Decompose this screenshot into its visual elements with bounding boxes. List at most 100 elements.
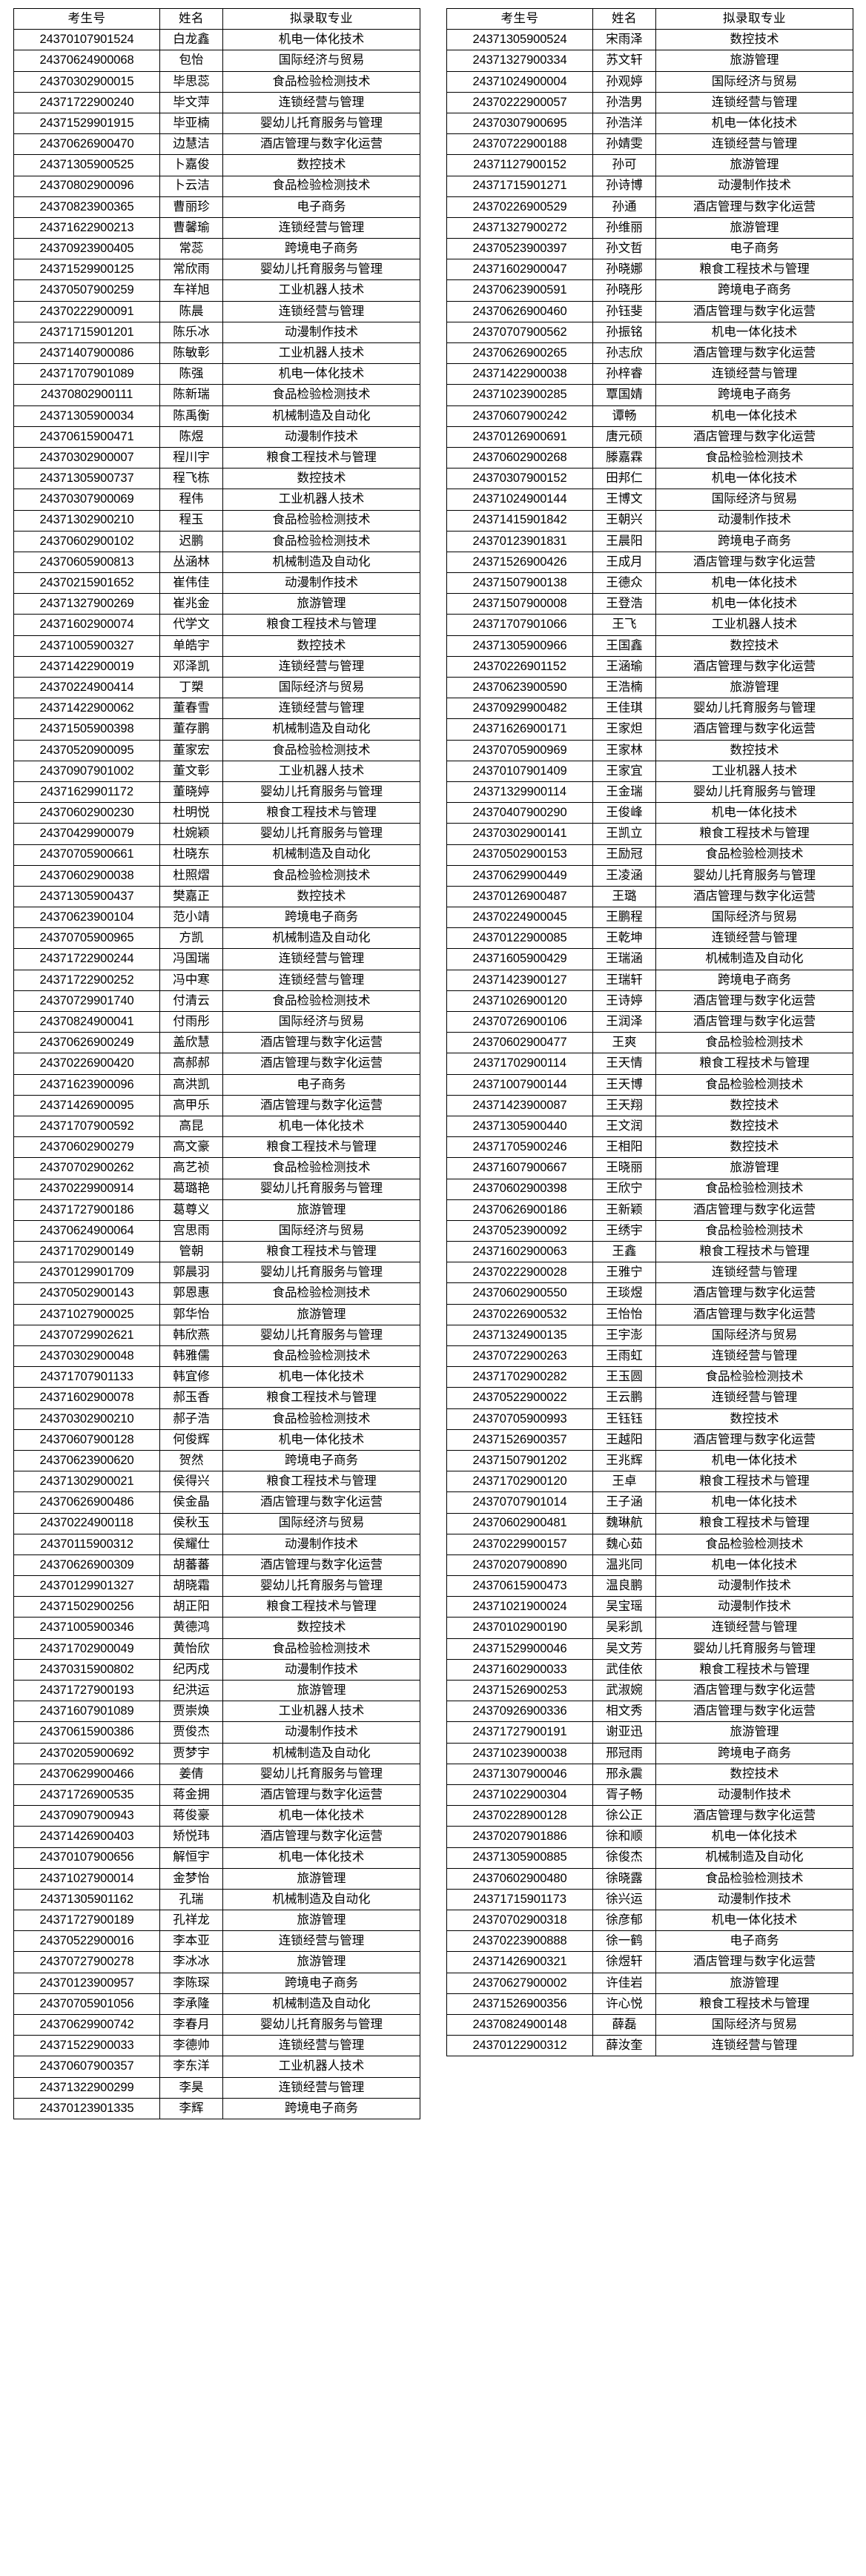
cell-name: 曹馨瑜 [159, 216, 223, 239]
cell-candidate-id: 24370607900357 [13, 2056, 160, 2078]
cell-name: 王瑞轩 [592, 969, 656, 991]
table-row: 24370520900095 董家宏 食品检验检测技术 [13, 739, 420, 761]
cell-major: 连锁经营与管理 [222, 655, 420, 678]
cell-candidate-id: 24370726900106 [446, 1010, 593, 1033]
cell-name: 孙婧雯 [592, 133, 656, 156]
cell-major: 数控技术 [222, 468, 420, 490]
cell-name: 宫思雨 [159, 1219, 223, 1242]
cell-candidate-id: 24370224900118 [13, 1512, 160, 1534]
table-row: 24370626900470 边慧洁 酒店管理与数字化运营 [13, 133, 420, 156]
cell-name: 杜婉颖 [159, 823, 223, 845]
cell-name: 王凯立 [592, 823, 656, 845]
cell-major: 工业机器人技术 [655, 614, 853, 636]
cell-name: 葛尊义 [159, 1199, 223, 1221]
cell-name: 王德众 [592, 572, 656, 595]
cell-major: 机械制造及自动化 [222, 718, 420, 741]
cell-candidate-id: 24370626900460 [446, 300, 593, 322]
cell-name: 胡晓霜 [159, 1575, 223, 1597]
cell-name: 武佳依 [592, 1658, 656, 1681]
table-row: 24370602900038 杜照熠 食品检验检测技术 [13, 864, 420, 887]
cell-major: 电子商务 [655, 1930, 853, 1953]
table-row: 24370502900153 王励冠 食品检验检测技术 [446, 844, 853, 866]
cell-name: 王博文 [592, 489, 656, 511]
cell-major: 粮食工程技术与管理 [655, 1658, 853, 1681]
cell-name: 高文豪 [159, 1136, 223, 1159]
table-row: 24371005900327 单皓宇 数控技术 [13, 635, 420, 657]
cell-candidate-id: 24370623900104 [13, 907, 160, 929]
table-row: 24370224900414 丁槊 国际经济与贸易 [13, 676, 420, 699]
table-row: 24371727900189 孔祥龙 旅游管理 [13, 1910, 420, 1932]
cell-candidate-id: 24371305900525 [13, 154, 160, 176]
cell-candidate-id: 24371602900063 [446, 1241, 593, 1263]
cell-name: 程川宇 [159, 446, 223, 469]
table-row: 24370702900262 高艺祯 食品检验检测技术 [13, 1157, 420, 1179]
cell-major: 婴幼儿托育服务与管理 [222, 259, 420, 281]
cell-candidate-id: 24371305900440 [446, 1115, 593, 1138]
cell-candidate-id: 24371726900535 [13, 1784, 160, 1807]
table-row: 24371607901089 贾崇焕 工业机器人技术 [13, 1701, 420, 1723]
left-table-body: 24370107901524 白龙鑫 机电一体化技术 24370624900068 包怡… [13, 29, 420, 2119]
cell-major: 跨境电子商务 [655, 530, 853, 552]
cell-candidate-id: 24370602900480 [446, 1867, 593, 1890]
cell-candidate-id: 24371705900246 [446, 1136, 593, 1159]
cell-major: 国际经济与贸易 [222, 1219, 420, 1242]
cell-candidate-id: 24371507900008 [446, 593, 593, 615]
cell-candidate-id: 24370226900532 [446, 1303, 593, 1325]
cell-name: 邢永震 [592, 1763, 656, 1785]
cell-name: 范小靖 [159, 907, 223, 929]
cell-candidate-id: 24371305900034 [13, 405, 160, 427]
cell-name: 徐和顺 [592, 1826, 656, 1848]
cell-candidate-id: 24371422900019 [13, 655, 160, 678]
table-row: 24370302900048 韩雅儒 食品检验检测技术 [13, 1345, 420, 1368]
cell-name: 王乾坤 [592, 927, 656, 950]
table-row: 24370707900562 孙振铭 机电一体化技术 [446, 321, 853, 344]
cell-major: 酒店管理与数字化运营 [222, 1554, 420, 1577]
cell-major: 粮食工程技术与管理 [222, 614, 420, 636]
cell-candidate-id: 24370627900002 [446, 1972, 593, 1994]
right-table-body: 24371305900524 宋雨泽 数控技术 24371327900334 苏文轩 旅游… [446, 29, 853, 2057]
cell-candidate-id: 24370302900210 [13, 1408, 160, 1430]
cell-major: 国际经济与贸易 [222, 1512, 420, 1534]
cell-candidate-id: 24371623900096 [13, 1073, 160, 1096]
cell-name: 徐彦郁 [592, 1910, 656, 1932]
cell-major: 数控技术 [222, 885, 420, 908]
cell-candidate-id: 24370602900279 [13, 1136, 160, 1159]
cell-name: 高甲乐 [159, 1094, 223, 1116]
cell-name: 王相阳 [592, 1136, 656, 1159]
cell-name: 王佳琪 [592, 698, 656, 720]
cell-name: 徐俊杰 [592, 1847, 656, 1869]
cell-name: 王琰煜 [592, 1282, 656, 1305]
table-row: 24370626900486 侯金晶 酒店管理与数字化运营 [13, 1491, 420, 1514]
cell-major: 连锁经营与管理 [222, 969, 420, 991]
cell-candidate-id: 24370226900420 [13, 1053, 160, 1075]
cell-name: 郝子浩 [159, 1408, 223, 1430]
cell-major: 动漫制作技术 [222, 426, 420, 448]
cell-candidate-id: 24371702900049 [13, 1638, 160, 1660]
cell-major: 食品检验检测技术 [222, 1638, 420, 1660]
cell-candidate-id: 24371127900152 [446, 154, 593, 176]
table-row: 24370923900405 常蕊 跨境电子商务 [13, 238, 420, 260]
cell-major: 旅游管理 [655, 216, 853, 239]
table-row: 24370226900420 高郝郝 酒店管理与数字化运营 [13, 1053, 420, 1075]
cell-candidate-id: 24370224900414 [13, 676, 160, 699]
cell-candidate-id: 24371415901842 [446, 509, 593, 532]
cell-major: 数控技术 [222, 1617, 420, 1639]
cell-major: 数控技术 [655, 635, 853, 657]
cell-major: 食品检验检测技术 [222, 175, 420, 197]
cell-major: 婴幼儿托育服务与管理 [222, 823, 420, 845]
cell-name: 孙晓娜 [592, 259, 656, 281]
cell-candidate-id: 24370126900487 [446, 885, 593, 908]
cell-major: 电子商务 [655, 238, 853, 260]
cell-name: 王文润 [592, 1115, 656, 1138]
cell-name: 谢亚迅 [592, 1721, 656, 1744]
cell-name: 王欣宁 [592, 1178, 656, 1200]
cell-name: 李本亚 [159, 1930, 223, 1953]
cell-candidate-id: 24371502900256 [13, 1596, 160, 1618]
cell-major: 食品检验检测技术 [655, 1867, 853, 1890]
cell-candidate-id: 24371526900357 [446, 1428, 593, 1451]
table-row: 24370623900104 范小靖 跨境电子商务 [13, 907, 420, 929]
cell-major: 食品检验检测技术 [222, 1408, 420, 1430]
cell-major: 食品检验检测技术 [222, 1345, 420, 1368]
table-row: 24370602900481 魏琳航 粮食工程技术与管理 [446, 1512, 853, 1534]
